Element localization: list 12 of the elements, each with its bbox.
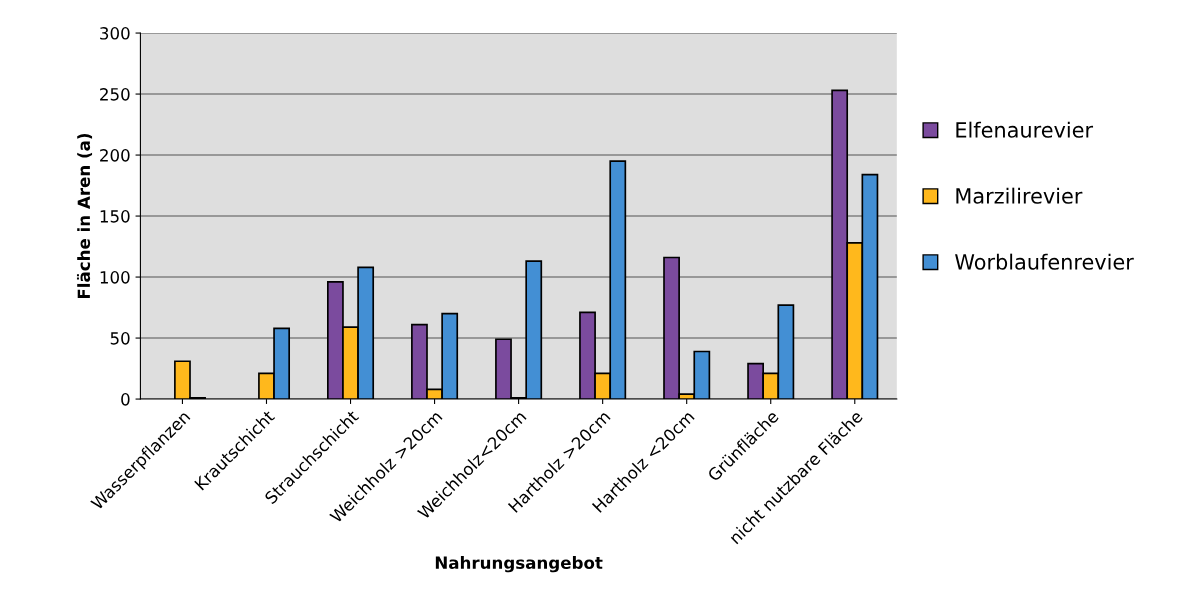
y-tick-label: 50	[110, 332, 130, 345]
x-axis-title: Nahrungsangebot	[435, 556, 603, 573]
y-tick-label: 100	[100, 271, 130, 284]
y-axis-title: Fläche in Aren (a)	[76, 133, 93, 299]
legend-label: Worblaufenrevier	[955, 253, 1134, 270]
y-tick-label: 250	[100, 88, 130, 101]
legend-label: Elfenaurevier	[956, 121, 1094, 138]
y-tick-label: 0	[121, 393, 130, 406]
y-tick-label: 150	[100, 210, 130, 223]
legend-label: Marzilirevier	[956, 187, 1083, 204]
y-tick-label: 200	[100, 149, 130, 162]
y-tick-label: 300	[100, 27, 130, 40]
